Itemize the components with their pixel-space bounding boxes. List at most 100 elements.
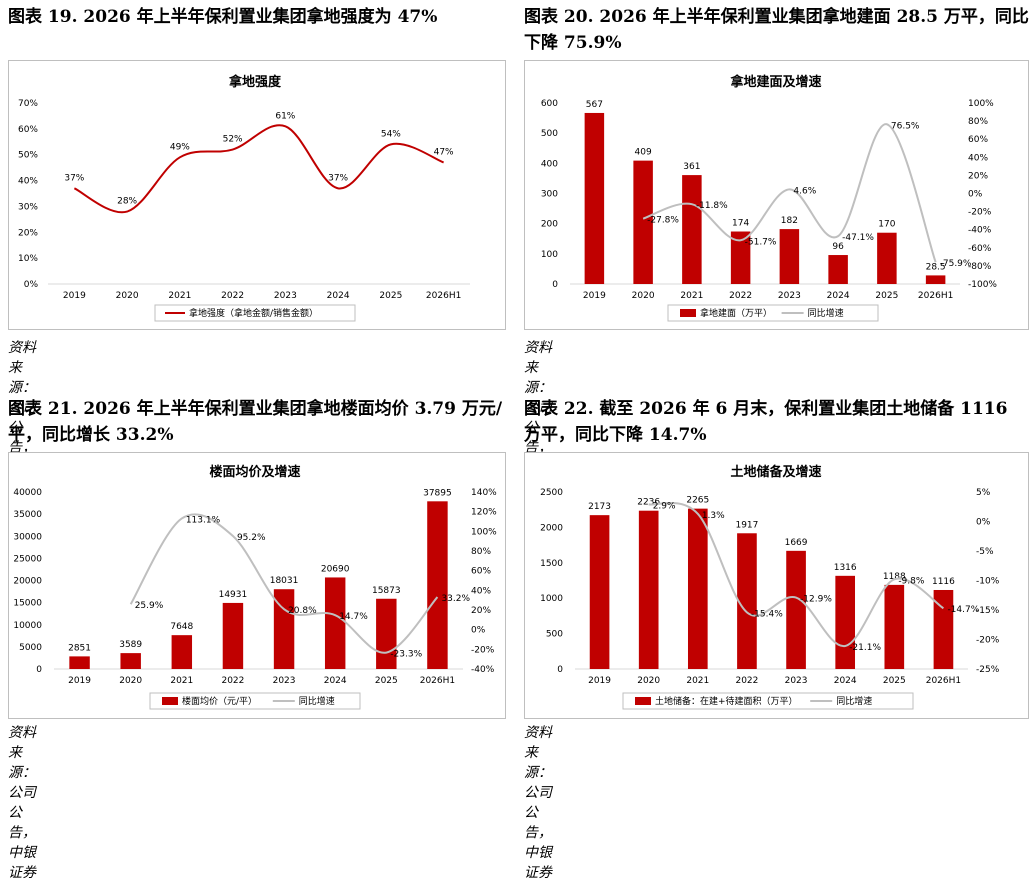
bar xyxy=(633,160,653,284)
legend-bar-swatch xyxy=(635,697,651,705)
y-left-tick-label: 600 xyxy=(541,99,558,109)
legend-box xyxy=(149,692,361,710)
y-tick-label: 40% xyxy=(18,177,38,187)
y-tick-label: 60% xyxy=(18,125,38,135)
y-right-tick-label: 80% xyxy=(968,117,988,127)
data-label: 37% xyxy=(328,173,348,183)
bar xyxy=(779,229,800,284)
figure-heading: 图表 21. 2026 年上半年保利置业集团拿地楼面均价 3.79 万元/平，同… xyxy=(8,399,503,445)
bar-value-label: 37895 xyxy=(423,488,452,498)
bar xyxy=(638,510,659,669)
x-tick-label: 2026H1 xyxy=(420,676,455,686)
y-right-tick-label: 0% xyxy=(976,518,991,528)
y-tick-label: 70% xyxy=(18,99,38,109)
bar-value-label: 15873 xyxy=(372,586,401,596)
bar-value-label: 170 xyxy=(878,220,895,230)
x-tick-label: 2021 xyxy=(686,676,709,686)
x-tick-label: 2021 xyxy=(680,291,703,301)
x-tick-label: 2026H1 xyxy=(926,676,961,686)
series-line xyxy=(73,124,445,214)
growth-label: 1.3% xyxy=(702,511,725,521)
bar-value-label: 182 xyxy=(781,216,798,226)
growth-label: -11.8% xyxy=(696,201,728,211)
legend-label: 同比增速 xyxy=(299,695,335,707)
chart-svg: 拿地建面及增速 2019 2020 2021 2022 2023 2024 2025 2026H… xyxy=(541,74,997,322)
bar-value-label: 1669 xyxy=(785,538,808,548)
data-label: 52% xyxy=(223,135,243,145)
chart-title: 楼面均价及增速 xyxy=(209,464,300,480)
chart-svg: 拿地强度 2019 2020 2021 2022 2023 2024 2025 2026H1 0%… xyxy=(18,74,470,322)
growth-line xyxy=(129,513,439,654)
bar xyxy=(687,508,708,669)
y-tick-label: 30% xyxy=(18,202,38,212)
y-left-tick-label: 0 xyxy=(552,280,558,290)
y-right-tick-label: 60% xyxy=(968,135,988,145)
x-tick-label: 2019 xyxy=(588,676,611,686)
y-left-tick-label: 0 xyxy=(36,665,42,675)
figure-heading: 图表 20. 2026 年上半年保利置业集团拿地建面 28.5 万平，同比下降 … xyxy=(524,7,1029,53)
bar-value-label: 1917 xyxy=(735,520,758,530)
bar-value-label: 2173 xyxy=(588,502,611,512)
bar-value-label: 567 xyxy=(586,100,603,110)
x-tick-label: 2026H1 xyxy=(426,291,461,301)
y-right-tick-label: -40% xyxy=(471,665,495,675)
bar xyxy=(884,584,905,669)
bar xyxy=(877,232,897,284)
y-right-tick-label: 40% xyxy=(471,586,491,596)
y-left-tick-label: 30000 xyxy=(13,532,42,542)
legend-label: 同比增速 xyxy=(836,695,872,707)
bar-value-label: 14931 xyxy=(219,590,248,600)
bar xyxy=(222,602,244,669)
y-tick-label: 10% xyxy=(18,254,38,264)
x-tick-label: 2019 xyxy=(68,676,91,686)
x-tick-label: 2022 xyxy=(221,676,244,686)
y-right-tick-label: 0% xyxy=(968,190,983,200)
x-tick-label: 2025 xyxy=(883,676,906,686)
x-tick-label: 2021 xyxy=(168,291,191,301)
y-right-tick-label: 120% xyxy=(471,508,497,518)
data-label: 49% xyxy=(170,142,190,152)
x-tick-label: 2021 xyxy=(170,676,193,686)
bar-value-label: 1116 xyxy=(932,577,955,587)
bar-value-label: 1188 xyxy=(883,572,906,582)
chart-title: 土地储备及增速 xyxy=(730,464,821,480)
bar-value-label: 174 xyxy=(732,219,749,229)
chart-svg: 土地储备及增速 2019 2020 2021 2022 2023 2024 2025 2026H… xyxy=(540,464,1000,710)
y-tick-label: 50% xyxy=(18,151,38,161)
x-tick-label: 2023 xyxy=(274,291,297,301)
bar-value-label: 18031 xyxy=(270,576,299,586)
source-note: 资料来源：公司公告，中银证券 xyxy=(8,725,36,881)
legend-box xyxy=(622,692,914,710)
chart-title: 拿地强度 xyxy=(228,74,282,90)
figure-heading: 图表 22. 截至 2026 年 6 月末，保利置业集团土地储备 1116 万平… xyxy=(524,399,1008,445)
y-left-tick-label: 20000 xyxy=(13,577,42,587)
growth-label: -27.8% xyxy=(647,216,679,226)
bar xyxy=(835,575,856,669)
y-tick-label: 20% xyxy=(18,228,38,238)
growth-label: -23.3% xyxy=(390,650,422,660)
y-left-tick-label: 40000 xyxy=(13,488,42,498)
y-left-tick-label: 300 xyxy=(541,190,558,200)
data-label: 61% xyxy=(275,111,295,121)
growth-label: 2.9% xyxy=(653,501,676,511)
bar xyxy=(682,175,702,284)
x-tick-label: 2024 xyxy=(324,676,347,686)
growth-line xyxy=(648,501,945,647)
growth-label: -15.4% xyxy=(751,609,783,619)
y-right-tick-label: 0% xyxy=(471,626,486,636)
bar xyxy=(730,231,751,284)
legend-box xyxy=(154,304,356,322)
growth-label: 33.2% xyxy=(441,594,470,604)
growth-label: -21.1% xyxy=(849,643,881,653)
y-right-tick-label: 80% xyxy=(471,547,491,557)
x-tick-label: 2020 xyxy=(119,676,142,686)
data-label: 37% xyxy=(64,173,84,183)
legend-label: 拿地建面（万平） xyxy=(700,307,772,319)
bar xyxy=(828,255,848,284)
growth-label: -47.1% xyxy=(842,233,874,243)
y-right-tick-label: 5% xyxy=(976,488,991,498)
y-left-tick-label: 2000 xyxy=(540,523,563,533)
growth-label: -75.9% xyxy=(940,259,972,269)
chart-svg: 楼面均价及增速 2019 2020 2021 2022 2023 2024 2025 2026H… xyxy=(13,464,497,710)
y-right-tick-label: 60% xyxy=(471,567,491,577)
